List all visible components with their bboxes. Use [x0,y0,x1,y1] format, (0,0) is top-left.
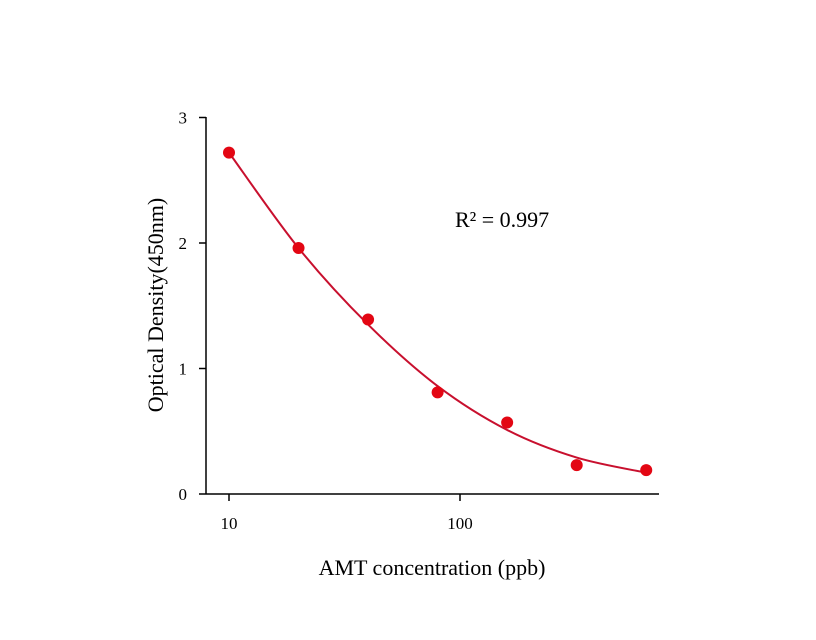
y-tick-label: 0 [179,485,188,504]
r-squared-annotation: R² = 0.997 [455,207,549,232]
data-point [362,313,375,326]
data-point [501,416,514,429]
fit-curve [228,152,647,474]
x-tick-label: 10 [221,514,238,533]
y-tick-label: 1 [179,360,188,379]
x-axis: 10 100 [206,493,659,533]
y-axis: 0 1 2 3 [179,109,207,504]
x-ticks: 10 100 [221,494,473,533]
y-axis-title: Optical Density(450nm) [143,198,168,412]
x-tick-label: 100 [447,514,473,533]
y-tick-label: 2 [179,234,188,253]
data-points [223,146,653,477]
data-point [640,464,653,477]
data-point [223,146,235,159]
y-tick-label: 3 [179,109,188,128]
data-point [570,459,583,472]
data-point [431,386,444,399]
x-axis-title: AMT concentration (ppb) [319,555,546,580]
y-ticks: 0 1 2 3 [179,109,206,504]
data-point [292,242,305,255]
